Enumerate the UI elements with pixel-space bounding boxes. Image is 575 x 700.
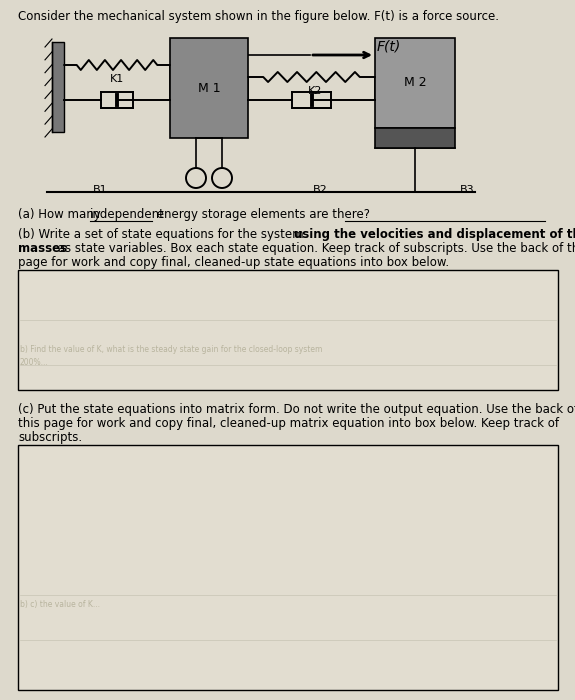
Text: (c) Put the state equations into matrix form. Do not write the output equation. : (c) Put the state equations into matrix … [18, 403, 575, 416]
Text: K2: K2 [308, 86, 322, 96]
Bar [18, 445, 558, 690]
Text: this page for work and copy final, cleaned-up matrix equation into box below. Ke: this page for work and copy final, clean… [18, 417, 559, 430]
Text: M 2: M 2 [404, 76, 426, 90]
Text: M 1: M 1 [198, 81, 220, 94]
Bar [375, 38, 455, 128]
Text: page for work and copy final, cleaned-up state equations into box below.: page for work and copy final, cleaned-up… [18, 256, 449, 269]
Text: F(t): F(t) [377, 39, 401, 53]
Text: B3: B3 [460, 185, 474, 195]
Text: (a) How many: (a) How many [18, 208, 105, 221]
Text: b) c) the value of K...: b) c) the value of K... [20, 600, 100, 609]
Bar [170, 38, 248, 138]
Bar [52, 42, 64, 132]
Text: masses: masses [18, 242, 67, 255]
Text: using the velocities and displacement of the: using the velocities and displacement of… [294, 228, 575, 241]
Text: subscripts.: subscripts. [18, 431, 82, 444]
Text: Consider the mechanical system shown in the figure below. F(t) is a force source: Consider the mechanical system shown in … [18, 10, 499, 23]
Bar [375, 128, 455, 148]
Bar [18, 270, 558, 390]
Text: b) Find the value of K, what is the steady state gain for the closed-loop system: b) Find the value of K, what is the stea… [20, 345, 323, 354]
Text: independent: independent [90, 208, 165, 221]
Text: K1: K1 [110, 74, 124, 84]
Text: B1: B1 [93, 185, 108, 195]
Text: (b) Write a set of state equations for the system: (b) Write a set of state equations for t… [18, 228, 308, 241]
Text: 200%...: 200%... [20, 358, 49, 367]
Text: as state variables. Box each state equation. Keep track of subscripts. Use the b: as state variables. Box each state equat… [54, 242, 575, 255]
Text: B2: B2 [313, 185, 327, 195]
Text: energy storage elements are there?: energy storage elements are there? [153, 208, 370, 221]
